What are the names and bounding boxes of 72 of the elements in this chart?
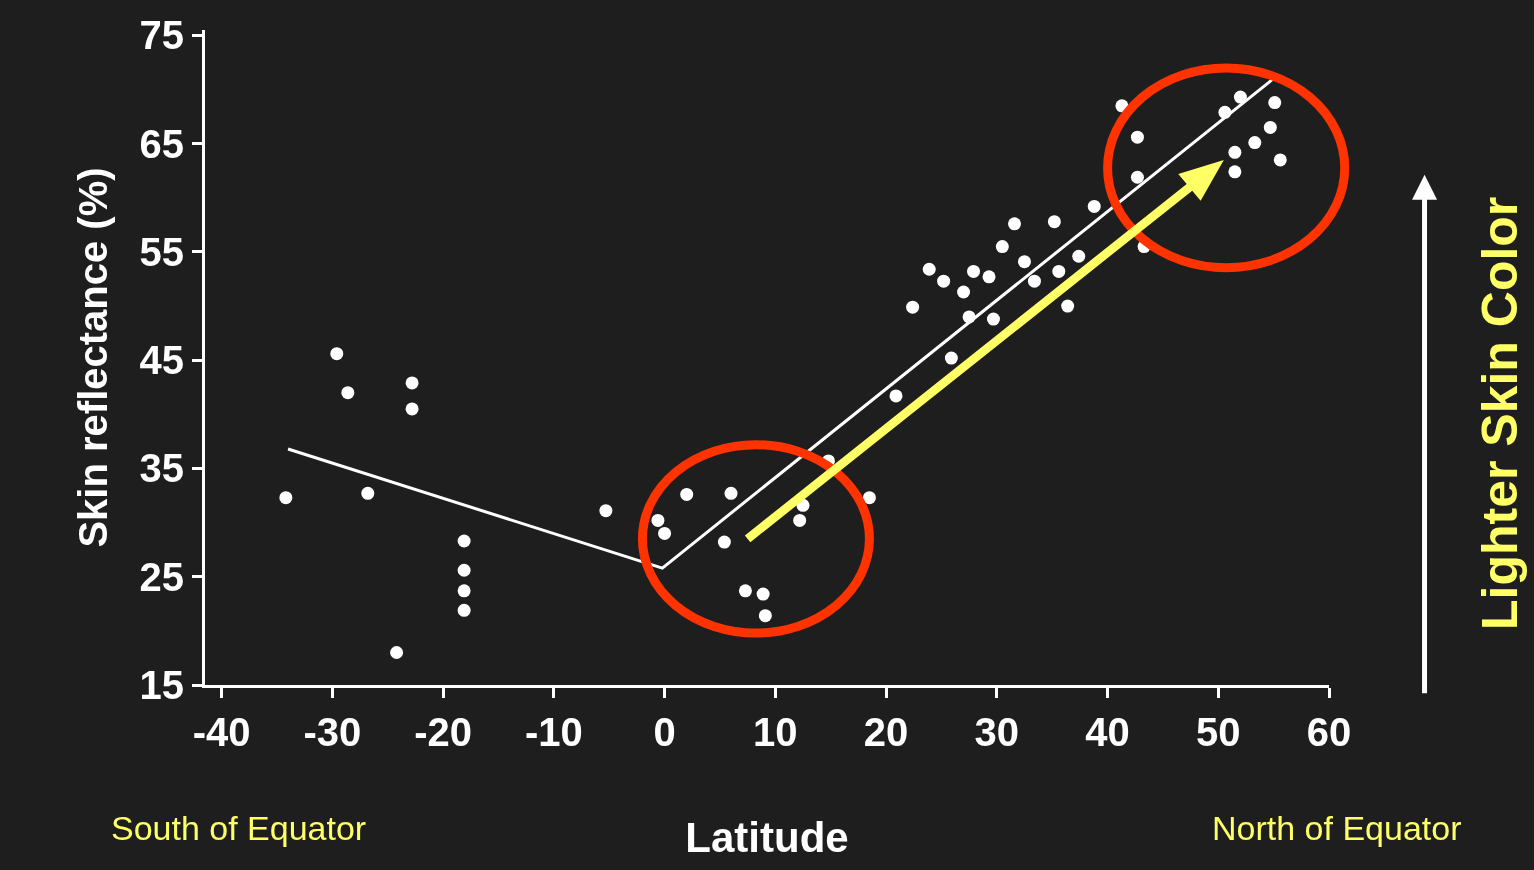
point	[405, 402, 419, 416]
point	[361, 486, 375, 500]
x-axis-title: Latitude	[685, 813, 849, 861]
y-axis-title: Skin reflectance (%)	[71, 167, 115, 548]
x-tick-label: -10	[524, 710, 583, 754]
point	[724, 486, 738, 500]
point	[922, 262, 936, 276]
text: Lighter Skin Color	[1471, 196, 1528, 631]
point	[405, 376, 419, 390]
point	[1273, 153, 1287, 167]
point	[982, 270, 996, 284]
y-tick-label: 15	[139, 663, 184, 707]
point	[1008, 217, 1021, 231]
point	[1248, 136, 1262, 150]
point	[457, 584, 471, 598]
point	[279, 491, 293, 505]
point	[330, 347, 344, 361]
point	[1027, 274, 1041, 288]
point	[1061, 299, 1075, 313]
point	[944, 351, 958, 365]
point	[889, 389, 903, 403]
point	[756, 587, 770, 601]
x-tick-label: 40	[1085, 710, 1130, 754]
point	[906, 300, 920, 314]
point	[1052, 264, 1066, 278]
point	[1130, 170, 1144, 184]
y-tick-label: 25	[139, 554, 184, 599]
point	[967, 264, 981, 278]
point	[1130, 130, 1144, 144]
x-tick-label: 10	[753, 710, 798, 754]
point	[717, 535, 731, 549]
point	[457, 563, 471, 577]
x-tick-label: -30	[303, 710, 362, 754]
x-tick-label: -40	[192, 710, 251, 754]
point	[1228, 145, 1242, 159]
point	[457, 603, 471, 617]
point	[1263, 120, 1277, 134]
point	[680, 487, 694, 501]
point	[1233, 90, 1247, 104]
point	[651, 513, 665, 527]
point	[793, 513, 807, 527]
point	[1017, 255, 1031, 269]
point	[341, 386, 355, 400]
point	[937, 274, 951, 288]
point	[986, 312, 1000, 326]
point	[390, 646, 404, 660]
point	[862, 491, 876, 505]
text: North of Equator	[1212, 809, 1462, 847]
x-tick-label: 0	[653, 710, 676, 754]
y-tick-label: 35	[139, 446, 184, 491]
text: South of Equator	[111, 809, 367, 847]
point	[957, 285, 971, 299]
point	[1047, 215, 1061, 229]
point	[599, 504, 613, 518]
point	[995, 240, 1009, 254]
point	[658, 526, 672, 540]
point	[758, 609, 772, 623]
x-tick-label: 30	[974, 710, 1020, 754]
point	[1087, 199, 1101, 213]
x-tick-label: 60	[1306, 710, 1352, 754]
x-tick-label: -20	[414, 710, 472, 754]
x-tick-label: 20	[863, 710, 909, 754]
x-tick-label: 50	[1196, 710, 1241, 754]
point	[1268, 96, 1282, 110]
point	[1072, 249, 1086, 263]
point	[738, 584, 752, 598]
y-tick-label: 45	[139, 338, 184, 383]
y-tick-label: 55	[139, 229, 184, 274]
y-tick-label: 75	[139, 13, 184, 58]
point	[1228, 165, 1242, 179]
y-tick-label: 65	[139, 121, 184, 166]
point	[457, 534, 471, 548]
